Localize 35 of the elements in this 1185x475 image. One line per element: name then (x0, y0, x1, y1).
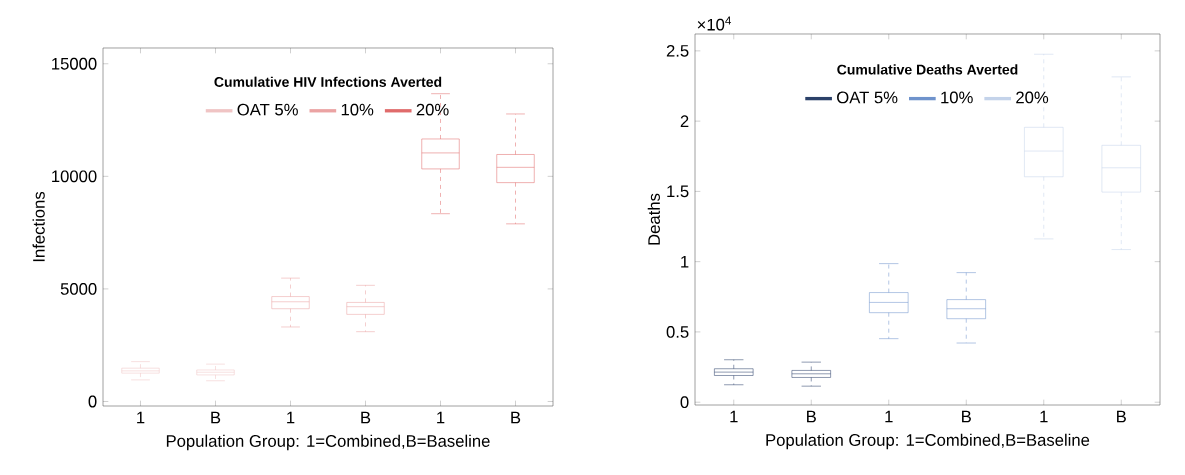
y-tick-label: 0 (88, 395, 97, 408)
x-tick-label: B (361, 411, 371, 424)
legend-title: Cumulative HIV Infections Averted (214, 76, 442, 87)
y-tick-label: 1.5 (667, 185, 689, 198)
x-tick-label: 1 (885, 410, 893, 423)
y-tick-label: 0 (680, 396, 689, 409)
y-tick-label: 1 (681, 255, 689, 268)
y-tick-label: 0.5 (666, 326, 689, 338)
legend-label: 20% (416, 103, 449, 116)
x-tick-label: B (1117, 410, 1126, 423)
x-tick-label: 1 (730, 410, 738, 423)
x-tick-label: B (511, 411, 521, 424)
x-tick-label: 1 (437, 411, 445, 424)
x-tick-label: 1 (1040, 410, 1048, 423)
x-tick-label: 1 (137, 411, 145, 424)
legend-title: Cumulative Deaths Averted (837, 64, 1018, 75)
text: ×10$^{4}$ (697, 16, 732, 31)
x-tick-label: 1 (287, 411, 295, 424)
y-tick-label: 2 (680, 115, 689, 127)
x-tick-label: B (807, 410, 816, 423)
y-tick-label: 5000 (60, 283, 97, 295)
x-tick-label: B (962, 410, 971, 423)
y-axis-title: Infections (32, 191, 45, 262)
y-tick-label: 15000 (52, 57, 97, 70)
x-axis-title: Population Group: 1=Combined,B=Baseline (166, 434, 490, 451)
legend-label: OAT 5% (237, 103, 298, 116)
legend-label: OAT 5% (837, 91, 898, 104)
y-tick-label: 10000 (52, 170, 97, 183)
x-axis-title: Population Group: 1=Combined,B=Baseline (766, 433, 1090, 450)
x-tick-label: B (211, 411, 221, 424)
legend-label: 10% (941, 91, 973, 104)
legend-label: 10% (341, 103, 374, 116)
y-axis-title: Deaths (647, 193, 660, 245)
y-tick-label: 2.5 (666, 44, 689, 57)
legend-label: 20% (1016, 91, 1049, 104)
